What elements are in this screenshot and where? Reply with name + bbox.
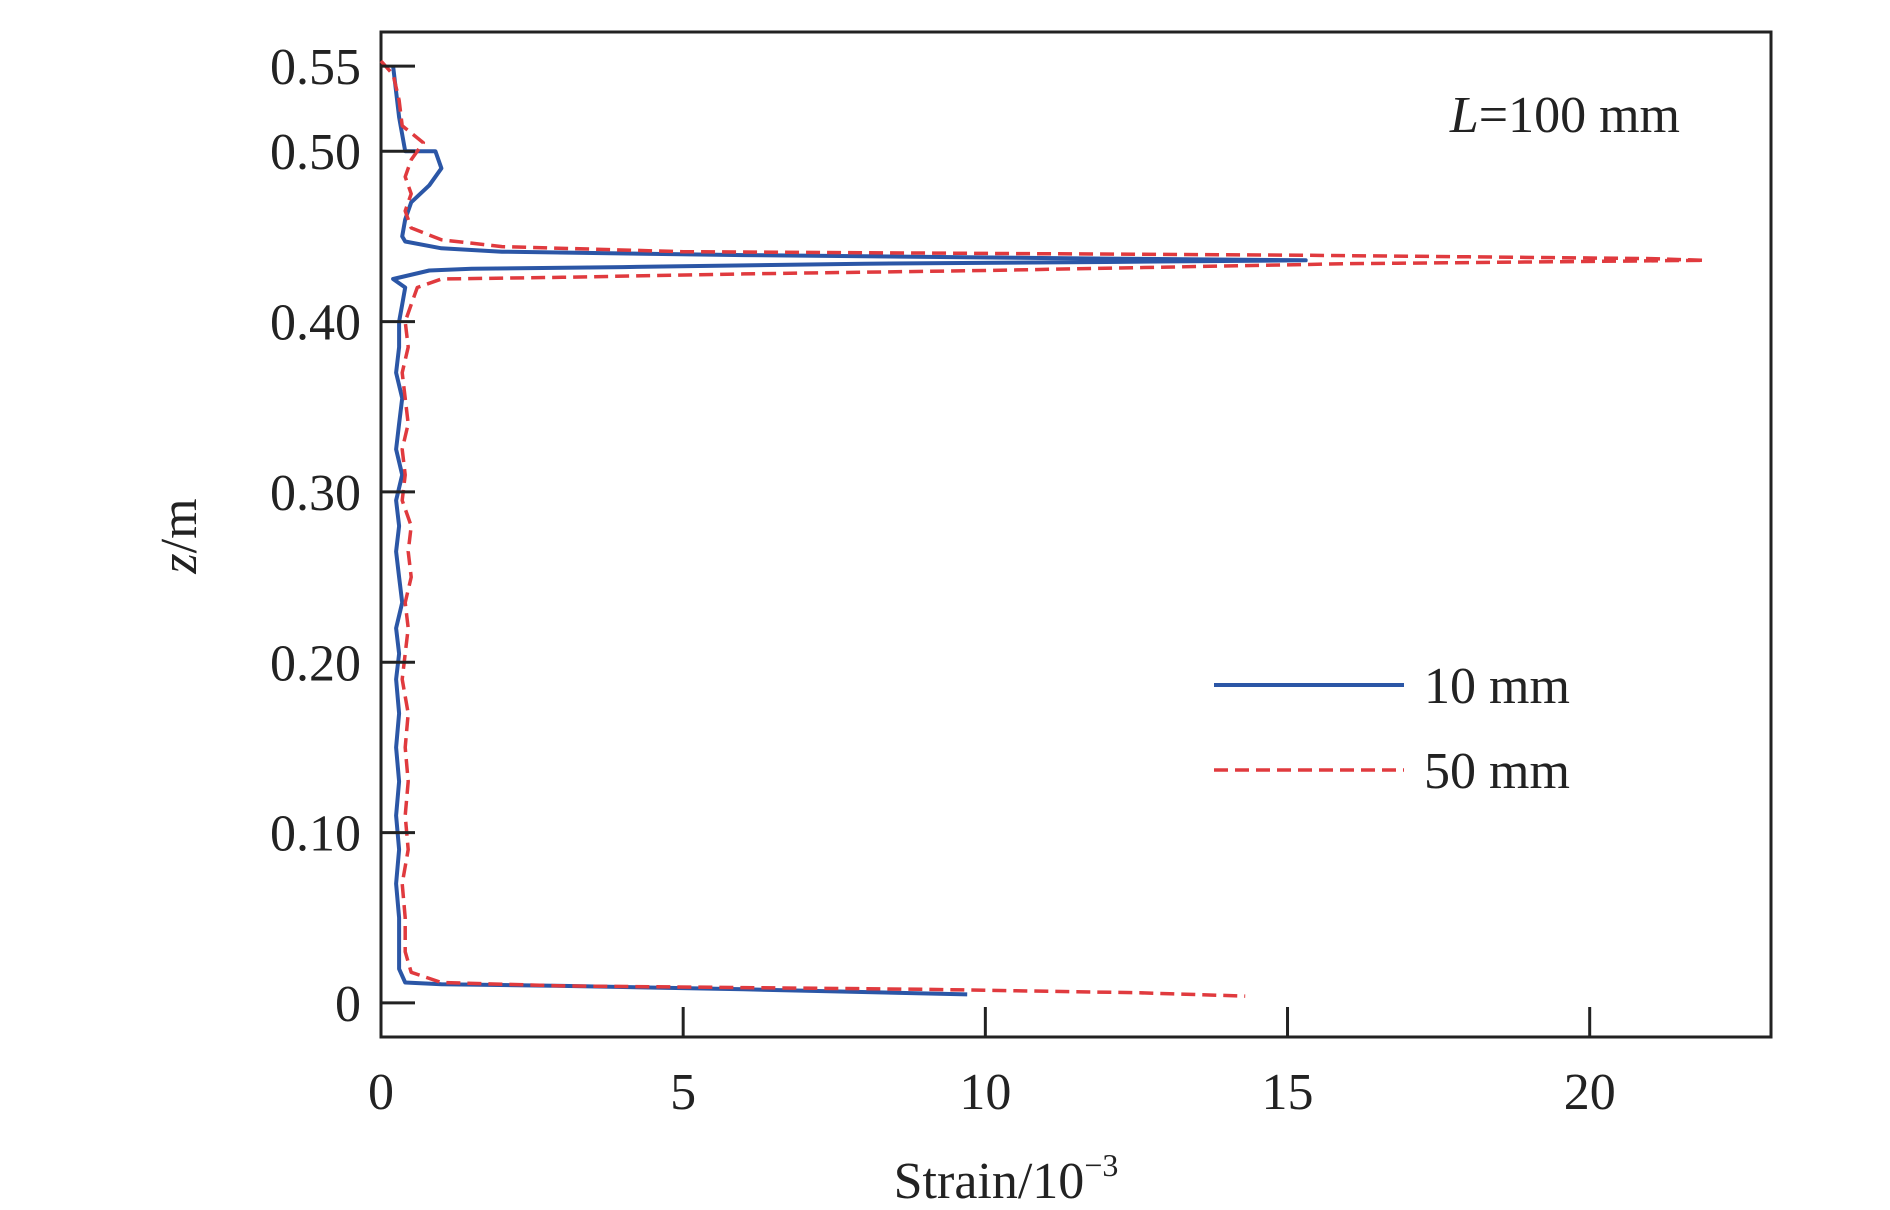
annotation-length: L=100 mm bbox=[1449, 87, 1680, 144]
annotation-value: =100 mm bbox=[1479, 87, 1680, 144]
y-tick-label: 0.50 bbox=[270, 124, 361, 181]
x-tick-label: 15 bbox=[1262, 1064, 1314, 1121]
series-group bbox=[379, 59, 1707, 998]
y-axis-title-symbol: z bbox=[151, 553, 208, 574]
x-axis-title: Strain/10−3 bbox=[894, 1147, 1119, 1210]
x-axis-title-exponent: −3 bbox=[1084, 1147, 1118, 1183]
series-line-50mm bbox=[379, 59, 1707, 998]
annotation-symbol: L bbox=[1449, 87, 1479, 144]
series-line-10mm bbox=[391, 65, 1308, 997]
y-tick-label: 0.55 bbox=[270, 39, 361, 96]
plot-frame bbox=[379, 30, 1773, 1039]
plot-frame-group bbox=[379, 30, 1773, 1039]
legend: 10 mm 50 mm bbox=[1214, 658, 1570, 800]
y-tick-label: 0.10 bbox=[270, 806, 361, 863]
x-tick-label: 0 bbox=[368, 1064, 394, 1121]
y-tick-label: 0.20 bbox=[270, 635, 361, 692]
x-tick-label: 20 bbox=[1564, 1064, 1616, 1121]
y-tick-label: 0 bbox=[335, 976, 361, 1033]
x-tick-label: 10 bbox=[959, 1064, 1011, 1121]
y-tick-label: 0.30 bbox=[270, 465, 361, 522]
legend-label-50mm: 50 mm bbox=[1424, 743, 1570, 800]
x-axis-ticks: 0 5 10 15 20 bbox=[368, 1007, 1616, 1121]
y-axis-title-unit: /m bbox=[151, 498, 208, 553]
y-axis-ticks: 0 0.10 0.20 0.30 0.40 0.50 0.55 bbox=[270, 39, 415, 1033]
y-axis-title: z/m bbox=[151, 498, 208, 574]
legend-label-10mm: 10 mm bbox=[1424, 658, 1570, 715]
y-tick-label: 0.40 bbox=[270, 295, 361, 352]
x-axis-title-base: Strain/10 bbox=[894, 1153, 1085, 1210]
x-tick-label: 5 bbox=[670, 1064, 696, 1121]
